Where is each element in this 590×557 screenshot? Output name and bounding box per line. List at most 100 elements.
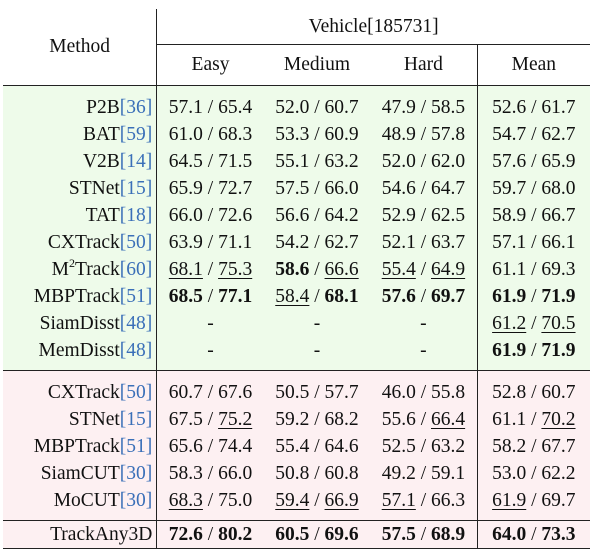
score-cell: 66.0 / 72.6 — [156, 202, 264, 229]
score-precision: 71.9 — [541, 339, 576, 361]
score-success: 60.5 — [275, 523, 310, 545]
score-cell: 58.9 / 66.7 — [476, 202, 590, 229]
score-value: 57.5 / 66.0 — [275, 177, 359, 199]
score-cell: 46.0 / 55.8 — [370, 370, 478, 406]
score-success: 61.9 — [492, 285, 527, 307]
score-success: 68.1 — [168, 258, 203, 280]
score-success: 57.1 — [381, 489, 416, 511]
score-cell: - — [370, 310, 478, 337]
score-cell: 61.9 / 71.9 — [476, 283, 590, 310]
score-value: - — [313, 312, 321, 334]
table-row: TrackAny3D 72.6 / 80.2 60.5 / 69.6 57.5 / 6… — [3, 520, 590, 549]
score-separator: / — [309, 258, 325, 280]
score-cell: 63.9 / 71.1 — [156, 229, 264, 256]
method-cell: MemDisst[48] — [3, 337, 157, 371]
score-value: 50.8 / 60.8 — [275, 462, 359, 484]
group-header: Vehicle[185731] — [156, 9, 590, 45]
score-value: - — [207, 312, 214, 334]
method-name: M — [51, 258, 69, 280]
score-cell: 60.7 / 67.6 — [156, 370, 264, 406]
method-header: Method — [49, 36, 110, 58]
score-value: 65.9 / 72.7 — [168, 177, 253, 199]
citation-link: [30] — [119, 462, 153, 484]
table-row: CXTrack[50] 60.7 / 67.6 50.5 / 57.7 46.0 / … — [3, 370, 590, 406]
score-separator: / — [415, 489, 431, 511]
results-table: Method Vehicle[185731] Easy Medium Hard … — [3, 9, 590, 549]
score-cell: 61.9 / 69.7 — [476, 487, 590, 521]
method-name: CXTrack — [47, 381, 120, 403]
score-value: 52.9 / 62.5 — [381, 204, 466, 226]
score-success: 58.6 — [275, 258, 310, 280]
score-separator: / — [415, 258, 431, 280]
method-cell: TAT[18] — [3, 202, 157, 229]
score-cell: 65.6 / 74.4 — [156, 433, 264, 460]
score-value: 56.6 / 64.2 — [275, 204, 359, 226]
method-name: CXTrack — [47, 231, 120, 253]
score-success: 68.3 — [168, 489, 203, 511]
score-value: 54.6 / 64.7 — [381, 177, 466, 199]
score-cell: 53.3 / 60.9 — [263, 121, 371, 148]
score-value: 52.0 / 60.7 — [275, 96, 359, 118]
score-cell: 67.5 / 75.2 — [156, 406, 264, 433]
score-cell: 59.2 / 68.2 — [263, 406, 371, 433]
method-name: TAT — [85, 204, 120, 226]
score-precision: 69.7 — [541, 489, 576, 511]
score-success: 55.4 — [381, 258, 416, 280]
method-name: TrackAny3D — [50, 523, 153, 545]
score-cell: 55.4 / 64.9 — [370, 256, 478, 283]
method-name: SiamCUT — [40, 462, 120, 484]
method-name: STNet — [68, 408, 120, 430]
score-separator: / — [526, 339, 542, 361]
score-value: 52.5 / 63.2 — [381, 435, 466, 457]
score-cell: 52.6 / 61.7 — [476, 85, 590, 121]
score-cell: 61.1 / 70.2 — [476, 406, 590, 433]
score-separator: / — [202, 258, 219, 280]
score-success: 72.6 — [168, 523, 203, 545]
score-cell: - — [263, 337, 371, 371]
method-name: MoCUT — [53, 489, 120, 511]
score-cell: 60.5 / 69.6 — [263, 520, 371, 549]
citation-link: [15] — [119, 177, 153, 199]
score-cell: 57.5 / 66.0 — [263, 175, 371, 202]
score-cell: 52.8 / 60.7 — [476, 370, 590, 406]
citation-link: [50] — [119, 231, 153, 253]
score-precision: 75.2 — [218, 408, 253, 430]
table-row: P2B[36] 57.1 / 65.4 52.0 / 60.7 47.9 / 58.5… — [3, 85, 590, 121]
score-value: 61.1 / 69.3 — [492, 258, 576, 280]
score-value: 58.3 / 66.0 — [168, 462, 253, 484]
score-separator: / — [526, 408, 542, 430]
citation-link: [51] — [119, 435, 153, 457]
score-cell: 58.3 / 66.0 — [156, 460, 264, 487]
score-success: 55.6 — [381, 408, 416, 430]
method-cell: TrackAny3D — [3, 520, 157, 549]
score-precision: 75.3 — [218, 258, 253, 280]
score-cell: 54.6 / 64.7 — [370, 175, 478, 202]
score-separator: / — [526, 312, 542, 334]
score-value: 58.2 / 67.7 — [492, 435, 576, 457]
table-row: TAT[18] 66.0 / 72.6 56.6 / 64.2 52.9 / 62.5… — [3, 202, 590, 229]
score-precision: 70.2 — [541, 408, 576, 430]
citation-link: [30] — [119, 489, 153, 511]
col-header-easy: Easy — [156, 44, 264, 86]
score-cell: 61.9 / 71.9 — [476, 337, 590, 371]
score-value: 66.0 / 72.6 — [168, 204, 253, 226]
table-row: M2Track[60] 68.1 / 75.3 58.6 / 66.6 55.4 / … — [3, 256, 590, 283]
score-precision: 66.6 — [324, 258, 359, 280]
citation-link: [15] — [119, 408, 153, 430]
score-precision: 69.7 — [431, 285, 466, 307]
citation-link: [50] — [119, 381, 153, 403]
score-value: 59.7 / 68.0 — [492, 177, 576, 199]
citation-link: [60] — [119, 258, 153, 280]
method-cell: SiamDisst[48] — [3, 310, 157, 337]
score-value: 57.1 / 66.1 — [492, 231, 576, 253]
col-header-mean: Mean — [476, 44, 590, 86]
header-row-cols: Easy Medium Hard Mean — [3, 44, 590, 86]
score-cell: 64.0 / 73.3 — [476, 520, 590, 549]
score-success: 61.2 — [492, 312, 527, 334]
score-value: 53.0 / 62.2 — [492, 462, 576, 484]
score-cell: 55.6 / 66.4 — [370, 406, 478, 433]
score-precision: 66.9 — [324, 489, 359, 511]
score-cell: 61.1 / 69.3 — [476, 256, 590, 283]
method-name: BAT — [82, 123, 120, 145]
table-row: STNet[15] 67.5 / 75.2 59.2 / 68.2 55.6 / 66… — [3, 406, 590, 433]
